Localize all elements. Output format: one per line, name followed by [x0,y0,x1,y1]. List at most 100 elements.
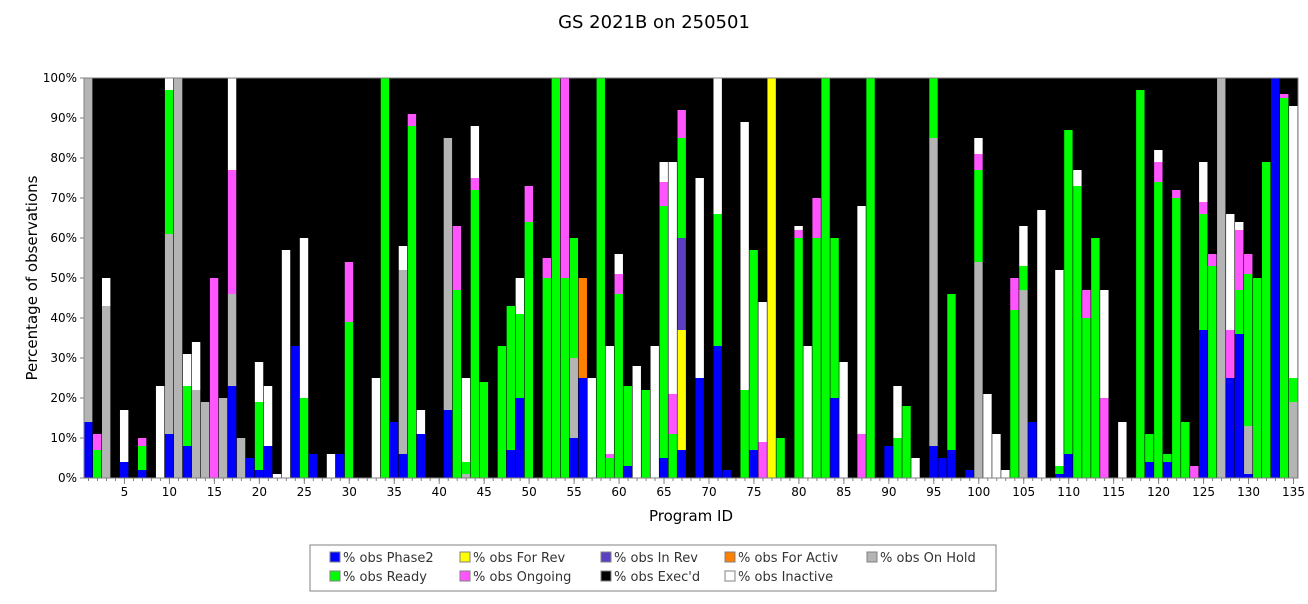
bar-segment-ready [1244,274,1253,426]
bar-segment-inactive [695,178,704,378]
bar-segment-phase2 [227,386,237,478]
y-tick-label: 90% [50,111,77,125]
bar-segment-inactive [299,238,309,398]
bar-segment-execd [452,78,462,226]
bar-segment-ready [794,238,803,478]
bar-segment-phase2 [722,470,731,478]
legend-swatch [724,551,736,563]
bar-segment-inactive [911,458,920,478]
x-tick-label: 135 [1282,485,1305,499]
bar-program-40 [434,78,444,478]
bar-segment-execd [830,78,839,238]
bar-segment-on-hold [1289,402,1298,478]
bar-segment-execd [434,78,444,478]
bar-program-47 [497,78,507,478]
bar-segment-ongoing [470,178,480,190]
bar-program-5 [119,78,129,478]
bar-segment-on-hold [1019,290,1028,478]
bar-segment-execd [785,78,794,478]
x-tick-label: 50 [521,485,536,499]
bar-segment-execd [110,78,120,478]
bar-program-48 [506,78,516,478]
bar-segment-phase2 [1163,462,1172,478]
bar-segment-phase2 [308,454,318,478]
bar-segment-inactive [794,226,803,230]
bar-segment-execd [659,78,668,162]
bar-segment-execd [182,78,192,354]
bar-program-74 [740,78,749,478]
bar-segment-execd [911,78,920,458]
bar-segment-phase2 [1145,462,1154,478]
bar-program-26 [308,78,318,478]
x-tick-label: 85 [836,485,851,499]
legend-item-on-hold: % obs On Hold [866,551,976,566]
bar-segment-phase2 [416,434,426,478]
y-tick-label: 60% [50,231,77,245]
bar-segment-ongoing [614,274,623,294]
bar-segment-on-hold [191,390,201,478]
bar-program-76 [758,78,767,478]
bar-segment-ongoing [1100,398,1109,478]
legend-item-inactive: % obs Inactive [724,570,833,585]
x-tick-label: 25 [297,485,312,499]
x-axis-label: Program ID [649,507,733,525]
bar-segment-execd [1163,78,1172,454]
x-tick-label: 115 [1102,485,1125,499]
bar-program-60 [614,78,623,478]
x-tick-label: 60 [611,485,626,499]
bar-segment-execd [938,78,947,458]
bar-program-21 [263,78,273,478]
bar-segment-ready [668,434,677,478]
bar-segment-on-hold [1217,78,1226,478]
bar-segment-execd [1037,78,1046,210]
bar-segment-phase2 [1028,422,1037,478]
bar-segment-ready [560,278,569,478]
bar-program-104 [1010,78,1019,478]
bar-segment-ready [1055,466,1064,474]
bar-segment-execd [677,78,686,110]
bar-segment-phase2 [245,458,255,478]
bar-segment-execd [443,78,453,138]
bar-segment-execd [1019,78,1028,226]
bar-segment-inactive [803,346,812,478]
bar-segment-execd [956,78,965,478]
bar-segment-ready [1289,378,1298,402]
bar-segment-execd [479,78,489,382]
bar-segment-for-activ [578,278,587,378]
bar-program-134 [1280,78,1289,478]
bar-segment-ready [902,406,911,478]
bar-program-85 [839,78,848,478]
legend-label: % obs For Activ [738,551,839,566]
bar-segment-phase2 [965,470,974,478]
bar-segment-inactive [1001,470,1010,478]
legend-swatch [724,570,736,582]
bar-program-7 [137,78,147,478]
bar-segment-execd [1010,78,1019,278]
bar-segment-inactive [1118,422,1127,478]
bar-program-96 [938,78,947,478]
bar-segment-execd [803,78,812,346]
bar-segment-ongoing [92,434,102,450]
bar-segment-execd [1082,78,1091,290]
bar-program-89 [875,78,884,478]
bar-segment-execd [965,78,974,470]
bar-segment-ready [596,78,605,478]
bar-segment-ongoing [659,182,668,206]
bar-program-16 [218,78,228,478]
bar-program-70 [704,78,713,478]
x-tick-label: 15 [207,485,222,499]
bar-segment-phase2 [677,450,686,478]
bar-segment-phase2 [1271,78,1280,478]
bar-program-93 [911,78,920,478]
bar-segment-on-hold [443,138,453,410]
bar-segment-phase2 [182,446,192,478]
bar-segment-ongoing [668,394,677,434]
bar-segment-execd [281,78,291,250]
bar-segment-execd [812,78,821,198]
bar-segment-execd [299,78,309,238]
bar-program-8 [146,78,156,478]
bar-segment-execd [389,78,399,422]
axes-layer: 0% 10% 20% 30% 40% 50% 60% 70% 80% 90% 100% 5 10 15 20… [43,71,1305,499]
bar-program-25 [299,78,309,478]
bar-program-118 [1136,78,1145,478]
